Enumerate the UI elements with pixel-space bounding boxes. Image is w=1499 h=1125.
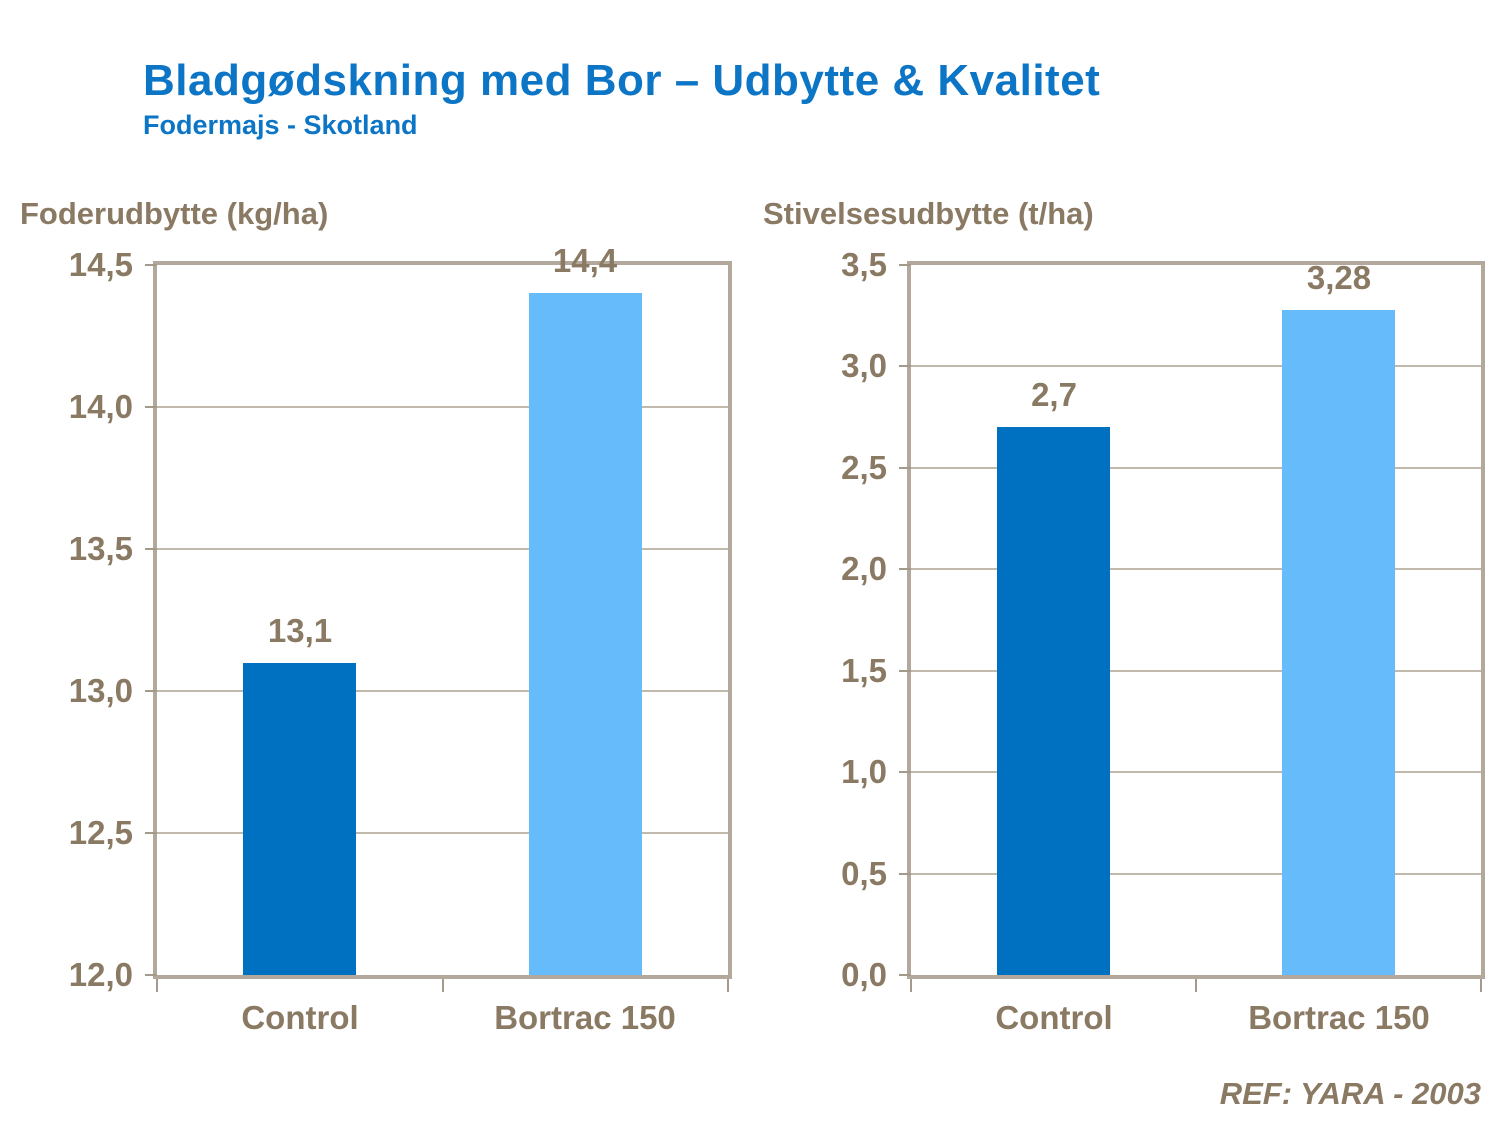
category-label-control: Control <box>995 999 1113 1036</box>
bar-control <box>243 663 356 975</box>
y-axis-tick <box>899 264 911 266</box>
gridline <box>157 690 728 692</box>
gridline <box>911 771 1481 773</box>
x-axis-tick <box>1195 979 1197 992</box>
y-axis-tick <box>899 873 911 875</box>
data-label-control: 2,7 <box>1031 376 1077 413</box>
x-axis-tick <box>727 979 729 992</box>
data-label-bortrac-150: 14,4 <box>552 242 618 279</box>
y-axis-tick <box>899 365 911 367</box>
gridline <box>911 467 1481 469</box>
y-tick-label: 3,0 <box>841 347 887 384</box>
y-tick-label: 13,5 <box>68 530 133 567</box>
bar-bortrac-150 <box>529 293 642 975</box>
y-axis-tick <box>899 467 911 469</box>
x-axis-tick <box>156 979 158 992</box>
x-axis-tick <box>910 979 912 992</box>
y-axis-tick <box>145 406 157 408</box>
category-label-bortrac-150: Bortrac 150 <box>494 999 676 1036</box>
page-subtitle: Fodermajs - Skotland <box>143 110 418 140</box>
reference-text: REF: YARA - 2003 <box>1219 1076 1481 1111</box>
data-label-bortrac-150: 3,28 <box>1306 259 1372 296</box>
y-axis-tick <box>145 832 157 834</box>
data-label-control: 13,1 <box>267 612 333 649</box>
y-tick-label: 1,5 <box>841 652 887 689</box>
y-axis-tick <box>145 264 157 266</box>
y-tick-label: 2,5 <box>841 449 887 486</box>
y-axis-tick <box>899 568 911 570</box>
bar-control <box>997 427 1110 975</box>
y-tick-label: 12,0 <box>68 956 133 993</box>
gridline <box>911 568 1481 570</box>
right-chart-axis-title: Stivelsesudbytte (t/ha) <box>763 196 1094 231</box>
y-tick-label: 0,0 <box>841 956 887 993</box>
y-axis-tick <box>899 670 911 672</box>
page-title: Bladgødskning med Bor – Udbytte & Kvalit… <box>143 56 1101 105</box>
gridline <box>157 832 728 834</box>
left-chart-plot-area: 12,0 12,5 13,0 13,5 14,0 14,5 13,1 Control 14,4 B… <box>69 243 732 1036</box>
x-axis-tick <box>1480 979 1482 992</box>
x-axis-tick <box>442 979 444 992</box>
gridline <box>911 365 1481 367</box>
y-tick-label: 2,0 <box>841 550 887 587</box>
y-axis-tick <box>899 974 911 976</box>
y-axis-tick <box>145 548 157 550</box>
y-tick-label: 0,5 <box>841 855 887 892</box>
y-axis-tick <box>145 690 157 692</box>
gridline <box>157 548 728 550</box>
y-axis-tick <box>899 771 911 773</box>
y-tick-label: 13,0 <box>68 672 133 709</box>
right-chart-plot-area: 0,0 0,5 1,0 1,5 2,0 2,5 3,0 3,5 2,7 Control 3,28 Bo… <box>841 247 1485 1036</box>
category-label-bortrac-150: Bortrac 150 <box>1248 999 1430 1036</box>
y-tick-label: 14,5 <box>68 246 133 283</box>
left-chart-axis-title: Foderudbytte (kg/ha) <box>20 196 329 231</box>
y-tick-label: 14,0 <box>68 388 133 425</box>
gridline <box>157 406 728 408</box>
bar-bortrac-150 <box>1282 310 1395 975</box>
y-tick-label: 12,5 <box>68 814 133 851</box>
y-tick-label: 3,5 <box>841 246 887 283</box>
y-tick-label: 1,0 <box>841 753 887 790</box>
gridline <box>911 873 1481 875</box>
category-label-control: Control <box>241 999 359 1036</box>
y-axis-tick <box>145 974 157 976</box>
gridline <box>911 670 1481 672</box>
